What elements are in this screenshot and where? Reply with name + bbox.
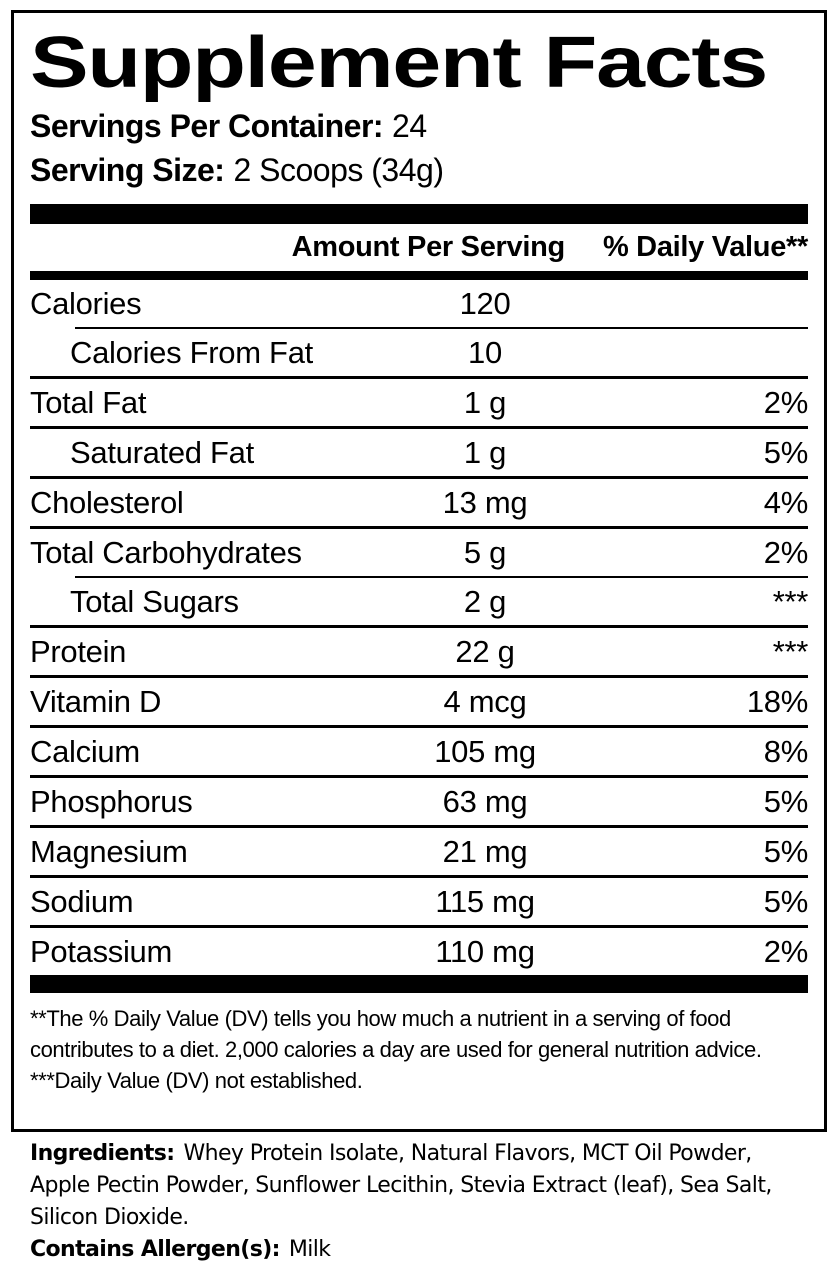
- daily-value-footnote: **The % Daily Value (DV) tells you how m…: [30, 1006, 762, 1062]
- nutrient-amount: 13 mg: [442, 484, 528, 520]
- nutrient-amount: 1 g: [463, 434, 507, 470]
- header-divider-bar: [30, 271, 808, 280]
- nutrient-amount: 115 mg: [435, 883, 535, 919]
- row-separator: [30, 925, 808, 928]
- panel-title: Supplement Facts: [30, 23, 768, 103]
- serving-size-label: Serving Size:: [30, 152, 225, 188]
- nutrient-name: Calories From Fat: [70, 334, 313, 370]
- daily-value-header: % Daily Value**: [602, 231, 808, 263]
- footnotes: **The % Daily Value (DV) tells you how m…: [30, 1003, 808, 1096]
- nutrient-daily-value: 18%: [746, 683, 808, 719]
- row-separator: [30, 725, 808, 728]
- serving-size-value: 2 Scoops (34g): [233, 152, 444, 188]
- allergen-line: Contains Allergen(s): Milk: [30, 1234, 812, 1266]
- nutrient-name: Calories: [30, 285, 142, 321]
- nutrient-name: Calcium: [30, 733, 140, 769]
- nutrient-amount: 105 mg: [434, 733, 536, 769]
- servings-per-container-value: 24: [392, 108, 427, 144]
- bottom-divider-bar: [30, 975, 808, 993]
- nutrient-name: Cholesterol: [30, 484, 184, 520]
- nutrient-row: Cholesterol 13 mg 4%: [30, 479, 808, 526]
- nutrient-amount: 2 g: [463, 583, 507, 619]
- row-separator: [30, 675, 808, 678]
- row-separator: [75, 576, 808, 578]
- nutrient-amount: 120: [459, 285, 511, 321]
- nutrient-daily-value: 2%: [763, 933, 809, 969]
- row-separator: [30, 775, 808, 778]
- nutrient-row: Calories 120: [30, 280, 808, 327]
- row-separator: [30, 376, 808, 379]
- nutrient-row: Protein 22 g ***: [30, 628, 808, 675]
- nutrient-amount: 63 mg: [442, 783, 528, 819]
- nutrient-row: Calories From Fat 10: [30, 329, 808, 376]
- nutrient-row: Total Sugars 2 g ***: [30, 578, 808, 625]
- nutrient-name: Phosphorus: [30, 783, 193, 819]
- allergen-label: Contains Allergen(s):: [30, 1237, 280, 1262]
- nutrient-name: Vitamin D: [30, 683, 162, 719]
- allergen-value: Milk: [288, 1237, 331, 1262]
- nutrient-daily-value: 5%: [763, 883, 809, 919]
- nutrient-name: Magnesium: [30, 833, 188, 869]
- nutrient-row: Vitamin D 4 mcg 18%: [30, 678, 808, 725]
- nutrient-amount: 21 mg: [442, 833, 528, 869]
- nutrient-name: Total Sugars: [70, 583, 239, 619]
- row-separator: [30, 875, 808, 878]
- nutrient-name: Protein: [30, 633, 127, 669]
- nutrient-name: Total Carbohydrates: [30, 534, 302, 570]
- nutrient-daily-value: 4%: [763, 484, 809, 520]
- nutrient-amount: 5 g: [463, 534, 507, 570]
- nutrient-row: Potassium 110 mg 2%: [30, 928, 808, 975]
- nutrient-daily-value: 2%: [763, 534, 809, 570]
- ingredients-label: Ingredients:: [30, 1141, 175, 1166]
- nutrient-rows: Calories 120 Calories From Fat 10 Total …: [30, 280, 808, 975]
- row-separator: [30, 426, 808, 429]
- servings-per-container-label: Servings Per Container:: [30, 108, 384, 144]
- serving-size: Serving Size: 2 Scoops (34g): [30, 151, 808, 189]
- nutrient-amount: 110 mg: [435, 933, 535, 969]
- nutrient-row: Magnesium 21 mg 5%: [30, 828, 808, 875]
- row-separator: [30, 526, 808, 529]
- nutrient-row: Phosphorus 63 mg 5%: [30, 778, 808, 825]
- nutrient-daily-value: 8%: [763, 733, 809, 769]
- nutrient-row: Total Fat 1 g 2%: [30, 379, 808, 426]
- row-separator: [75, 327, 808, 329]
- nutrient-name: Total Fat: [30, 384, 147, 420]
- table-header-row: Amount Per Serving % Daily Value**: [30, 224, 809, 271]
- row-separator: [30, 625, 808, 628]
- nutrient-daily-value: 2%: [763, 384, 809, 420]
- nutrient-row: Sodium 115 mg 5%: [30, 878, 808, 925]
- nutrient-row: Total Carbohydrates 5 g 2%: [30, 529, 808, 576]
- servings-per-container: Servings Per Container: 24: [30, 107, 808, 145]
- nutrient-name: Saturated Fat: [70, 434, 254, 470]
- nutrient-row: Calcium 105 mg 8%: [30, 728, 808, 775]
- top-divider-bar: [30, 204, 808, 224]
- amount-per-serving-header: Amount Per Serving: [291, 231, 566, 263]
- ingredients-line: Ingredients: Whey Protein Isolate, Natura…: [30, 1138, 812, 1234]
- row-separator: [30, 476, 808, 479]
- nutrient-row: Saturated Fat 1 g 5%: [30, 429, 808, 476]
- ingredients-section: Ingredients: Whey Protein Isolate, Natura…: [30, 1138, 812, 1266]
- nutrient-amount: 1 g: [463, 384, 507, 420]
- nutrient-daily-value: 5%: [763, 833, 809, 869]
- nutrient-daily-value: ***: [772, 583, 809, 619]
- nutrient-amount: 10: [468, 334, 502, 370]
- nutrient-daily-value: 5%: [763, 434, 809, 470]
- nutrient-amount: 4 mcg: [443, 683, 527, 719]
- nutrient-name: Sodium: [30, 883, 134, 919]
- nutrient-name: Potassium: [30, 933, 173, 969]
- row-separator: [30, 825, 808, 828]
- not-established-footnote: ***Daily Value (DV) not established.: [30, 1068, 363, 1093]
- nutrient-daily-value: ***: [772, 633, 809, 669]
- supplement-facts-panel: Supplement Facts Servings Per Container:…: [11, 10, 827, 1132]
- nutrient-daily-value: 5%: [763, 783, 809, 819]
- ingredients-value: Whey Protein Isolate, Natural Flavors, M…: [30, 1141, 772, 1230]
- nutrient-amount: 22 g: [455, 633, 515, 669]
